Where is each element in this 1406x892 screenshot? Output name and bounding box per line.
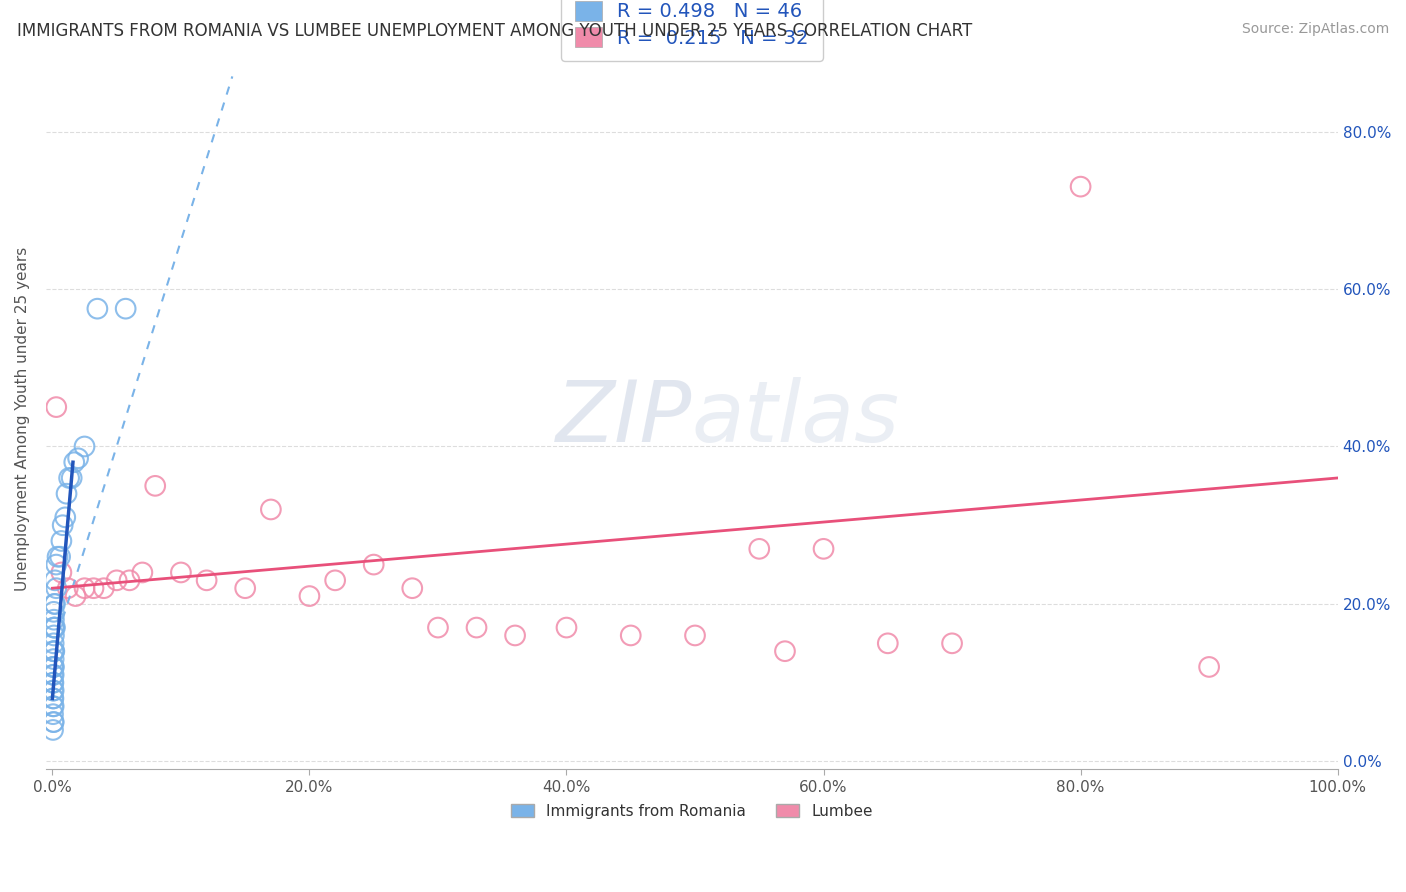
Point [73, 440, 96, 454]
Point [46, 549, 69, 564]
Point [118, 574, 141, 588]
Point [876, 636, 898, 650]
Point [44, 597, 66, 611]
Text: atlas: atlas [692, 377, 900, 460]
Point [42, 636, 65, 650]
Point [1070, 179, 1092, 194]
Point [298, 589, 321, 603]
Point [233, 581, 256, 595]
Point [42, 683, 65, 698]
Point [44, 574, 66, 588]
Text: IMMIGRANTS FROM ROMANIA VS LUMBEE UNEMPLOYMENT AMONG YOUTH UNDER 25 YEARS CORREL: IMMIGRANTS FROM ROMANIA VS LUMBEE UNEMPL… [17, 22, 972, 40]
Point [49, 549, 72, 564]
Point [83, 581, 105, 595]
Point [86, 301, 108, 316]
Point [42, 644, 65, 658]
Point [143, 479, 166, 493]
Point [93, 581, 115, 595]
Point [45, 400, 67, 414]
Point [42, 691, 65, 706]
Point [42, 668, 65, 682]
Point [42, 652, 65, 666]
Point [813, 541, 835, 556]
Point [42, 723, 65, 737]
Point [44, 621, 66, 635]
Point [683, 628, 706, 642]
Point [45, 581, 67, 595]
Point [42, 699, 65, 714]
Point [73, 581, 96, 595]
Point [42, 660, 65, 674]
Point [363, 558, 385, 572]
Point [51, 533, 73, 548]
Point [67, 451, 90, 466]
Point [42, 644, 65, 658]
Point [427, 621, 450, 635]
Point [42, 660, 65, 674]
Point [773, 644, 796, 658]
Point [170, 566, 193, 580]
Point [42, 605, 65, 619]
Point [260, 502, 283, 516]
Point [44, 644, 66, 658]
Point [58, 471, 80, 485]
Point [195, 574, 218, 588]
Point [941, 636, 963, 650]
Point [51, 566, 73, 580]
Point [748, 541, 770, 556]
Point [42, 668, 65, 682]
Point [44, 621, 66, 635]
Point [503, 628, 526, 642]
Point [63, 455, 86, 469]
Point [465, 621, 488, 635]
Point [42, 660, 65, 674]
Point [42, 707, 65, 722]
Point [44, 597, 66, 611]
Point [60, 471, 83, 485]
Point [52, 518, 75, 533]
Point [555, 621, 578, 635]
Point [42, 714, 65, 729]
Point [323, 574, 346, 588]
Point [42, 699, 65, 714]
Point [42, 621, 65, 635]
Point [42, 675, 65, 690]
Y-axis label: Unemployment Among Youth under 25 years: Unemployment Among Youth under 25 years [15, 247, 30, 591]
Point [42, 691, 65, 706]
Point [114, 301, 136, 316]
Point [53, 510, 76, 524]
Point [131, 566, 153, 580]
Point [42, 628, 65, 642]
Point [45, 558, 67, 572]
Legend: Immigrants from Romania, Lumbee: Immigrants from Romania, Lumbee [505, 797, 879, 825]
Point [56, 581, 79, 595]
Point [42, 613, 65, 627]
Point [65, 589, 87, 603]
Point [42, 675, 65, 690]
Point [55, 486, 77, 500]
Point [42, 714, 65, 729]
Point [620, 628, 643, 642]
Text: ZIP: ZIP [555, 377, 692, 460]
Text: Source: ZipAtlas.com: Source: ZipAtlas.com [1241, 22, 1389, 37]
Point [105, 574, 128, 588]
Point [1198, 660, 1220, 674]
Point [42, 683, 65, 698]
Point [401, 581, 423, 595]
